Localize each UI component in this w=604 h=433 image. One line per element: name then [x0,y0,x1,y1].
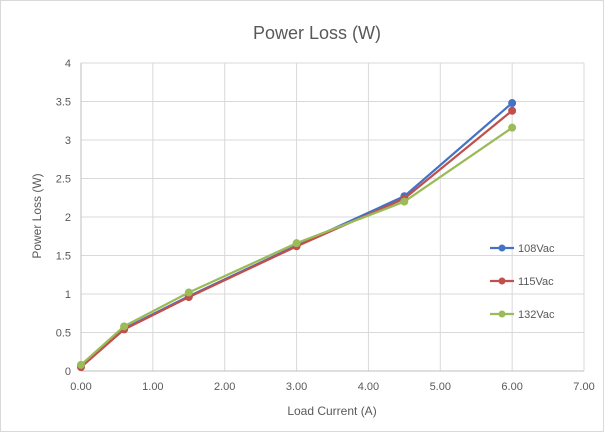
legend-marker-115vac [498,277,506,285]
chart-title: Power Loss (W) [253,23,381,43]
legend-marker-132vac [498,310,506,318]
y-tick-label: 1.5 [56,251,71,263]
series-group [77,99,517,372]
legend-label-115vac: 115Vac [518,276,554,288]
x-tick-label: 2.00 [214,381,235,393]
data-point-108vac [508,99,517,108]
x-tick-label: 0.00 [70,381,91,393]
x-tick-label: 1.00 [142,381,163,393]
legend-marker-108vac [498,244,506,252]
legend-label-132vac: 132Vac [518,309,555,321]
data-point-132vac [184,288,193,297]
x-tick-label: 4.00 [358,381,379,393]
x-tick-label: 6.00 [501,381,522,393]
y-tick-label: 4 [65,58,71,70]
y-tick-label: 3 [65,135,71,147]
data-point-132vac [120,322,129,331]
legend: 108Vac 115Vac 132Vac [490,243,555,321]
x-tick-label: 3.00 [286,381,307,393]
legend-label-108vac: 108Vac [518,243,555,255]
series-line-115vac [80,109,513,368]
y-tick-label: 2 [65,212,71,224]
series-line-132vac [80,126,513,366]
data-point-132vac [77,360,85,369]
axes: 0 0.5 1 1.5 2 2.5 3 3.5 4 0.00 1.00 2.00 3.00 4.00 5.0… [56,58,595,393]
x-tick-label: 7.00 [573,381,594,393]
data-point-115vac [508,106,517,115]
y-tick-label: 2.5 [56,174,71,186]
y-axis-title: Power Loss (W) [30,173,44,258]
x-tick-label: 5.00 [430,381,451,393]
data-point-132vac [292,239,301,248]
y-tick-label: 0 [65,366,71,378]
x-axis-title: Load Current (A) [287,404,376,418]
data-point-132vac [400,197,409,206]
data-point-132vac [508,123,517,132]
gridlines [81,62,585,371]
y-tick-label: 3.5 [56,97,71,109]
y-tick-label: 1 [65,289,71,301]
y-tick-label: 0.5 [56,328,71,340]
